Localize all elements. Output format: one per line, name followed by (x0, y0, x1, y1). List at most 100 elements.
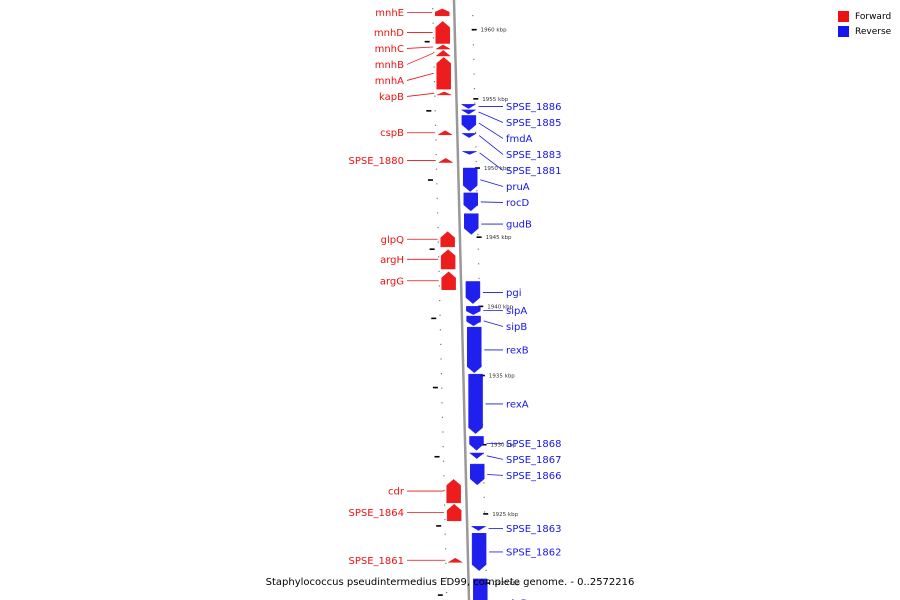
tick-dot (478, 277, 480, 279)
gene-SPSE_1880 (437, 158, 454, 163)
gene-kapB (437, 91, 452, 96)
legend: Forward Reverse (838, 9, 891, 39)
gene-SPSE_1866 (469, 463, 485, 486)
gene-SPSE_1881 (462, 151, 477, 155)
tick-dot (444, 533, 446, 535)
gene-label: rexA (506, 399, 529, 410)
gene-leader-line (487, 474, 504, 476)
tick-dot (443, 475, 445, 477)
tick-label: 1930 kbp (491, 443, 517, 449)
gene-label: mnhD (374, 28, 404, 39)
tick-dot (483, 511, 486, 513)
tick-dot (433, 51, 435, 53)
tick-dot (444, 519, 446, 521)
tick-dot (442, 431, 444, 433)
tick-dot (485, 569, 487, 571)
gene-leader-line (478, 122, 504, 139)
tick-dot (435, 154, 437, 156)
gene-clpB (473, 578, 488, 600)
tick-dot (439, 329, 441, 331)
tick-dot (440, 343, 442, 345)
tick-dot (438, 285, 440, 287)
gene-pgi (465, 281, 481, 304)
gene-label: argG (380, 276, 404, 287)
tick-dot (438, 270, 440, 272)
tick-dot (440, 373, 443, 375)
gene-label: SPSE_1864 (349, 508, 405, 519)
tick-dot (435, 139, 437, 141)
tick-dot (434, 124, 437, 126)
gene-label: rexB (506, 345, 529, 356)
gene-label: cspB (380, 128, 404, 139)
tick-dot (439, 300, 441, 302)
gene-leader-line (478, 135, 504, 155)
gene-cspB (437, 130, 454, 136)
gene-label: SPSE_1867 (506, 455, 562, 466)
gene-sipB (466, 315, 481, 327)
gene-label: SPSE_1863 (506, 524, 562, 535)
gene-mnhE (434, 8, 450, 17)
gene-mnhB (435, 50, 451, 57)
tick-dot (445, 562, 447, 564)
tick-dot (437, 241, 439, 243)
tick-dot (443, 504, 446, 506)
gene-glpQ (440, 231, 455, 248)
gene-SPSE_1862 (471, 533, 487, 571)
gene-label: mnhE (375, 8, 404, 19)
gene-SPSE_1868 (469, 436, 484, 451)
gene-label: argH (380, 255, 404, 266)
tick-dot (474, 131, 477, 133)
gene-pruA (462, 167, 478, 192)
gene-rocD (463, 192, 479, 212)
gene-SPSE_1863 (470, 526, 487, 531)
tick-dot (435, 168, 438, 170)
gene-cdr (446, 478, 461, 504)
gene-argG (441, 271, 456, 291)
tick-label: 1945 kbp (486, 235, 512, 241)
tick-label: 1955 kbp (482, 97, 508, 103)
tick-dot (445, 548, 447, 550)
tick-label: 1960 kbp (481, 28, 507, 34)
gene-label: pgi (506, 288, 521, 299)
tick-dot (475, 161, 477, 163)
tick-dot (432, 22, 434, 24)
gene-label: SPSE_1866 (506, 471, 562, 482)
legend-item-forward: Forward (838, 9, 891, 24)
gene-mnhD (435, 21, 450, 44)
gene-label: mnhA (375, 76, 404, 87)
tick-dot (434, 95, 436, 97)
tick-dot (443, 489, 445, 491)
gene-label: SPSE_1881 (506, 166, 562, 177)
gene-label: SPSE_1862 (506, 547, 562, 558)
gene-mnhC (435, 44, 451, 50)
tick-label: 1925 kbp (492, 512, 518, 518)
gene-gudB (464, 213, 479, 235)
gene-label: SPSE_1886 (506, 102, 562, 113)
gene-leader-line (406, 46, 434, 49)
tick-label: 1950 kbp (484, 166, 510, 172)
tick-dot (473, 58, 475, 60)
gene-SPSE_1886 (460, 104, 477, 109)
genome-axis (452, 0, 471, 600)
gene-leader-line (483, 320, 504, 327)
tick-dot (445, 577, 447, 579)
gene-rexB (467, 326, 482, 374)
tick-dot (432, 8, 434, 10)
gene-label: SPSE_1880 (349, 156, 405, 167)
gene-leader-line (406, 72, 434, 81)
gene-label: gudB (506, 220, 532, 231)
gene-leader-line (478, 111, 504, 123)
tick-dot (436, 183, 438, 185)
tick-dot (433, 66, 435, 68)
gene-leader-line (486, 455, 504, 460)
tick-dot (439, 314, 441, 316)
tick-dot (441, 402, 443, 404)
gene-argH (440, 249, 456, 270)
tick-dot (438, 256, 440, 258)
tick-dot (479, 321, 481, 323)
gene-label: mnhC (375, 44, 404, 55)
tick-dot (476, 190, 478, 192)
gene-fmdA (461, 115, 477, 131)
gene-label: sipB (506, 322, 527, 333)
tick-dot (483, 496, 485, 498)
